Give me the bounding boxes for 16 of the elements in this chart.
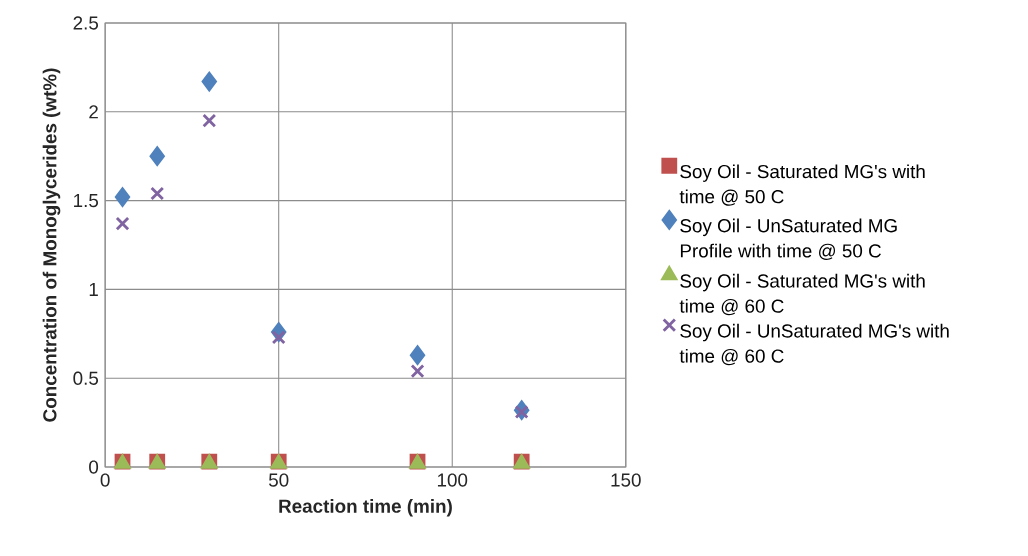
y-tick-label: 0 — [89, 460, 99, 474]
y-tick-label: 1.5 — [74, 193, 99, 208]
y-tick-label: 0.5 — [73, 371, 99, 385]
x-tick-label: 100 — [437, 473, 468, 487]
legend-label: Soy Oil - Saturated MG's with time @ 50 C — [679, 164, 925, 206]
legend-label: Soy Oil - Saturated MG's with time @ 60 C — [679, 273, 925, 316]
x-tick-label: 150 — [611, 473, 641, 487]
y-tick-label: 1 — [89, 282, 98, 296]
x-tick-label: 0 — [100, 473, 110, 487]
y-axis-title: Concentration of Monoglycerides (wt%) — [42, 68, 61, 422]
x-tick-label: 50 — [268, 473, 289, 487]
y-tick-label: 2.5 — [73, 16, 99, 30]
y-tick-label: 2 — [89, 105, 98, 119]
legend-label: Soy Oil - UnSaturated MG Profile with time @ 50 C — [680, 218, 897, 260]
legend-label: Soy Oil - UnSaturated MG's with time @ 60 C — [679, 323, 949, 365]
x-axis-title: Reaction time (min) — [279, 498, 452, 517]
